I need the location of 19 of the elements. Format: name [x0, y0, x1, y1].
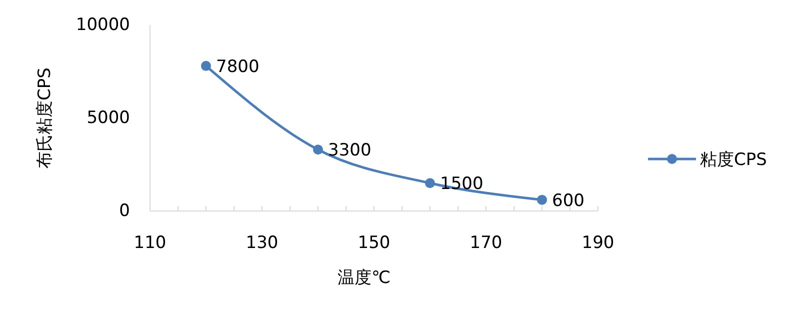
y-axis-title: 布氏粘度CPS: [35, 68, 55, 168]
data-label: 7800: [216, 56, 260, 77]
x-tick-label: 150: [358, 233, 390, 253]
x-axis-title: 温度℃: [337, 268, 391, 288]
y-tick-label: 10000: [76, 15, 130, 35]
data-label: 1500: [440, 174, 484, 194]
point: [425, 178, 435, 188]
y-tick-label: 0: [119, 201, 130, 221]
point: [201, 60, 211, 71]
data-label: 600: [552, 190, 584, 211]
y-tick-label: 5000: [86, 108, 130, 128]
point: [537, 194, 547, 205]
data-label: 3300: [328, 140, 372, 161]
x-tick-label: 130: [246, 233, 278, 253]
x-tick-label: 190: [582, 233, 614, 253]
legend-label: 粘度CPS: [700, 150, 767, 170]
x-tick-label: 110: [134, 233, 166, 253]
x-tick-label: 170: [470, 233, 502, 253]
point: [313, 144, 323, 155]
